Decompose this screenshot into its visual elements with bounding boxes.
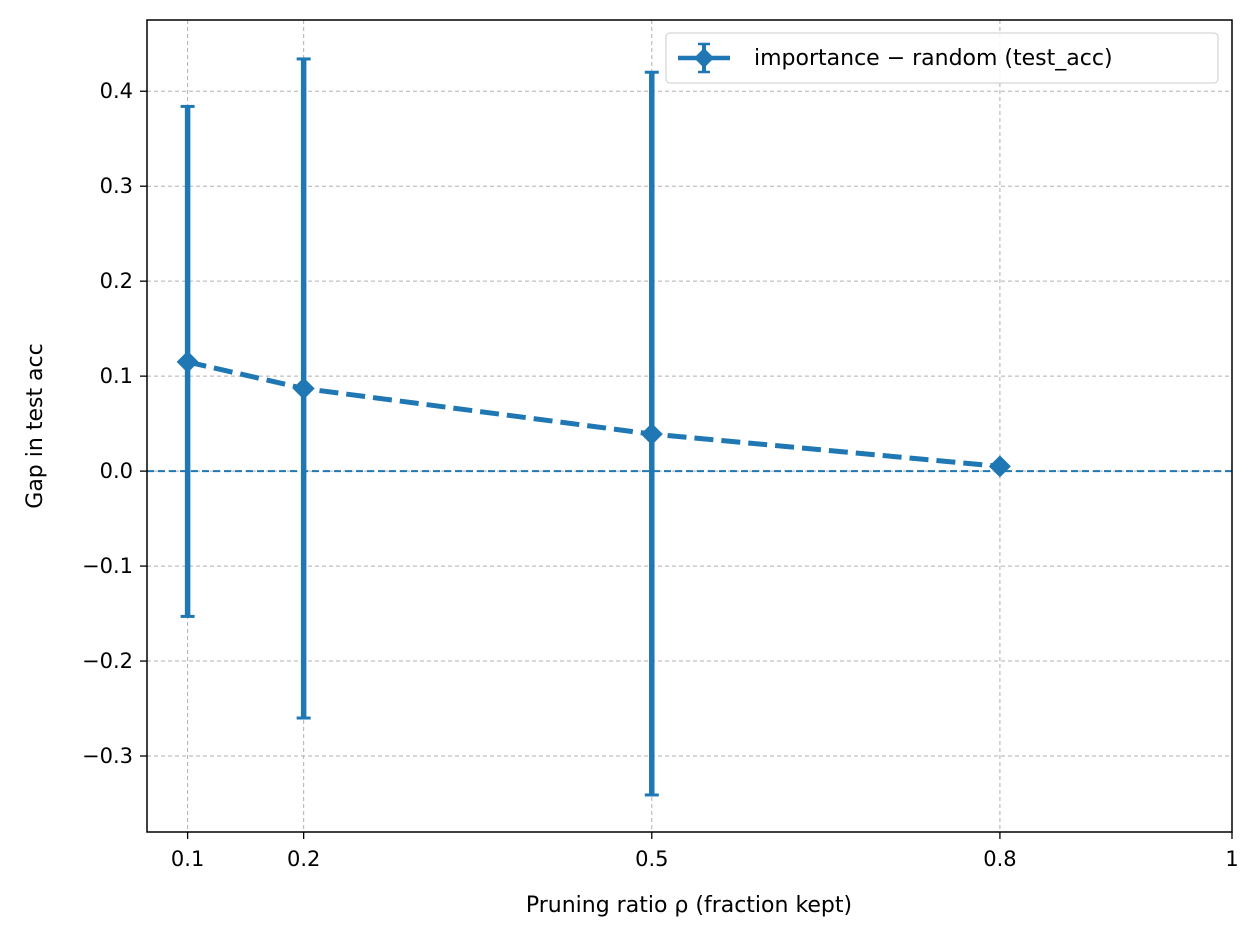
x-axis-label: Pruning ratio ρ (fraction kept) — [526, 893, 852, 918]
legend: importance − random (test_acc) — [665, 32, 1219, 84]
legend-box — [665, 32, 1219, 84]
y-tick-label: −0.3 — [82, 744, 133, 768]
legend-label: importance − random (test_acc) — [754, 46, 1113, 71]
data-point-marker — [640, 423, 663, 446]
y-tick-label: 0.3 — [100, 174, 133, 198]
data-point-marker — [988, 455, 1011, 478]
y-tick-label: 0.0 — [100, 459, 133, 483]
data-point-marker — [176, 350, 199, 373]
x-tick-label: 0.2 — [287, 847, 320, 871]
series-group — [176, 57, 1011, 797]
x-tick-label: 0.5 — [635, 847, 668, 871]
axis-ticks: 0.1 0.2 0.5 0.8 1 −0.3 −0.2 −0.1 0.0 0.1 0.2 0.3 0.4 — [82, 79, 1239, 871]
y-tick-label: 0.2 — [100, 269, 133, 293]
y-tick-label: 0.4 — [100, 79, 133, 103]
y-axis-label: Gap in test acc — [23, 343, 48, 508]
series-line — [187, 359, 1001, 469]
x-tick-label: 0.8 — [983, 847, 1016, 871]
x-tick-label: 1 — [1225, 847, 1238, 871]
legend-swatch-marker — [694, 48, 714, 68]
data-point-marker — [292, 377, 315, 400]
y-tick-label: −0.2 — [82, 649, 133, 673]
y-tick-label: 0.1 — [100, 364, 133, 388]
x-tick-label: 0.1 — [171, 847, 204, 871]
y-tick-label: −0.1 — [82, 554, 133, 578]
plot-area-frame — [146, 19, 1233, 833]
